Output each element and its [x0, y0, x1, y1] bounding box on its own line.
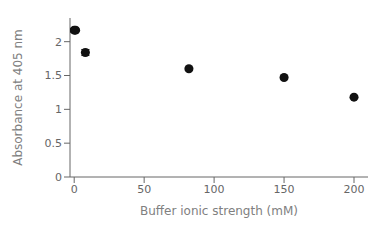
svg-text:100: 100 — [204, 183, 225, 196]
svg-text:2: 2 — [55, 36, 62, 49]
svg-text:0: 0 — [71, 183, 78, 196]
svg-text:200: 200 — [344, 183, 365, 196]
svg-text:Buffer ionic strength (mM): Buffer ionic strength (mM) — [140, 204, 298, 218]
svg-text:150: 150 — [274, 183, 295, 196]
svg-text:1.5: 1.5 — [45, 69, 63, 82]
svg-text:0: 0 — [55, 171, 62, 184]
svg-text:Absorbance at 405 nm: Absorbance at 405 nm — [11, 29, 25, 166]
svg-text:1: 1 — [55, 103, 62, 116]
svg-text:50: 50 — [137, 183, 151, 196]
svg-text:0.5: 0.5 — [45, 137, 63, 150]
